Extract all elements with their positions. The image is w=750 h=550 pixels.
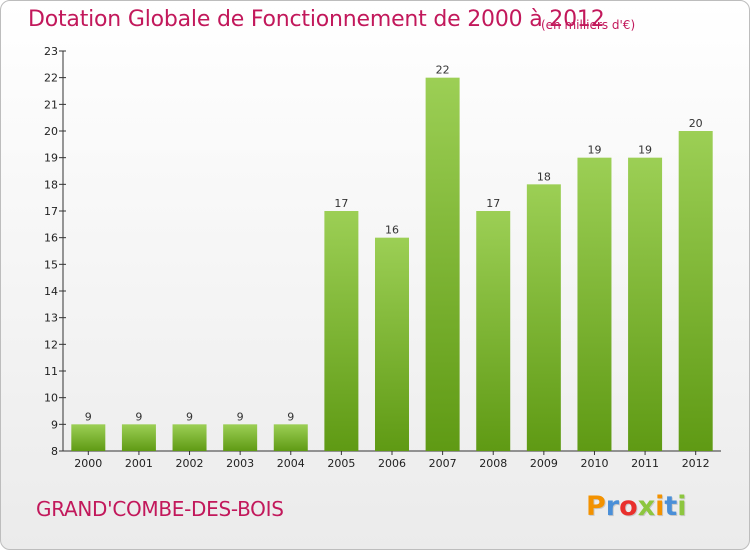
commune-name: GRAND'COMBE-DES-BOIS (36, 497, 284, 521)
bar-value-label: 19 (587, 144, 601, 157)
bar (678, 131, 713, 451)
bar-value-label: 9 (135, 410, 142, 423)
logo-letter: t (664, 491, 678, 522)
bar-value-label: 9 (85, 410, 92, 423)
y-tick-label: 16 (44, 232, 58, 245)
x-tick-label: 2006 (378, 457, 406, 470)
bar (577, 157, 612, 451)
bar-value-label: 17 (334, 197, 348, 210)
bar (628, 157, 663, 451)
x-tick-label: 2000 (74, 457, 102, 470)
y-tick-label: 15 (44, 258, 58, 271)
x-tick-label: 2004 (277, 457, 305, 470)
logo-letter: o (619, 491, 638, 522)
y-tick-label: 21 (44, 98, 58, 111)
bar-value-label: 19 (638, 144, 652, 157)
x-tick-label: 2012 (682, 457, 710, 470)
x-tick-label: 2009 (530, 457, 558, 470)
x-tick-label: 2001 (125, 457, 153, 470)
bar-value-label: 16 (385, 224, 399, 237)
y-tick-label: 10 (44, 392, 58, 405)
x-tick-label: 2008 (479, 457, 507, 470)
bar-value-label: 18 (537, 170, 551, 183)
y-tick-label: 20 (44, 125, 58, 138)
bar-value-label: 22 (436, 64, 450, 77)
bar (223, 424, 258, 451)
y-tick-label: 12 (44, 338, 58, 351)
y-tick-label: 8 (51, 445, 58, 458)
y-tick-label: 13 (44, 312, 58, 325)
x-tick-label: 2003 (226, 457, 254, 470)
logo-letter: P (586, 491, 606, 522)
bar (476, 211, 511, 451)
logo-letter: i (677, 491, 687, 522)
bar (375, 237, 409, 451)
bar-value-label: 20 (689, 117, 703, 130)
y-tick-label: 17 (44, 205, 58, 218)
y-tick-label: 9 (51, 418, 58, 431)
bar (273, 424, 308, 451)
bar-value-label: 9 (237, 410, 244, 423)
proxiti-logo: Proxiti (586, 491, 687, 522)
bar (121, 424, 156, 451)
x-tick-label: 2010 (580, 457, 608, 470)
y-tick-label: 18 (44, 178, 58, 191)
bar (71, 424, 106, 451)
chart-unit: (en milliers d'€) (541, 18, 636, 32)
y-tick-label: 23 (44, 45, 58, 58)
x-tick-label: 2002 (176, 457, 204, 470)
y-tick-label: 22 (44, 72, 58, 85)
logo-letter: r (605, 491, 620, 522)
bar-value-label: 9 (186, 410, 193, 423)
x-tick-label: 2007 (429, 457, 457, 470)
y-tick-label: 19 (44, 152, 58, 165)
logo-letter: x (637, 491, 656, 522)
y-tick-label: 11 (44, 365, 58, 378)
bar (172, 424, 207, 451)
bar (324, 211, 359, 451)
y-tick-label: 14 (44, 285, 58, 298)
bar-value-label: 17 (486, 197, 500, 210)
bar (425, 77, 460, 452)
bar-value-label: 9 (287, 410, 294, 423)
x-tick-label: 2011 (631, 457, 659, 470)
bar (526, 184, 561, 452)
x-tick-label: 2005 (327, 457, 355, 470)
logo-letter: i (655, 491, 665, 522)
chart-title: Dotation Globale de Fonctionnement de 20… (28, 7, 605, 32)
